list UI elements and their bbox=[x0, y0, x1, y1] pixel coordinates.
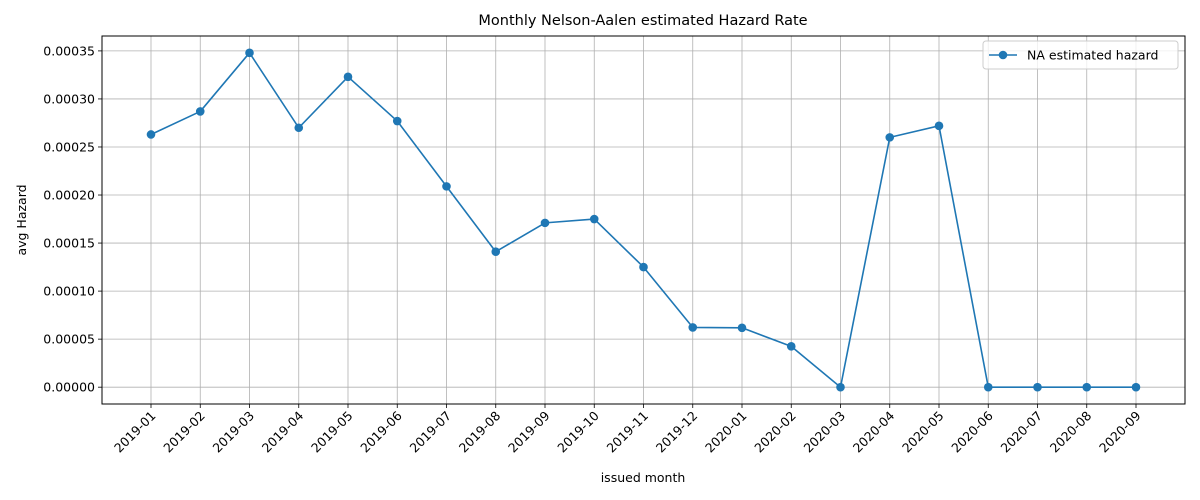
x-tick-label: 2019-02 bbox=[160, 408, 208, 456]
x-tick-label: 2019-05 bbox=[308, 408, 356, 456]
x-tick-label: 2020-06 bbox=[948, 408, 996, 456]
y-axis-label: avg Hazard bbox=[14, 184, 29, 255]
data-point bbox=[195, 107, 205, 116]
data-point bbox=[639, 262, 648, 272]
data-point bbox=[589, 214, 599, 224]
chart-title: Monthly Nelson-Aalen estimated Hazard Ra… bbox=[478, 13, 807, 29]
x-tick-label: 2019-10 bbox=[554, 408, 602, 456]
x-tick-label: 2019-11 bbox=[604, 408, 652, 456]
x-tick-label: 2019-01 bbox=[111, 408, 159, 456]
legend-marker-swatch bbox=[998, 50, 1008, 60]
data-point bbox=[983, 382, 993, 392]
legend-label: NA estimated hazard bbox=[1027, 48, 1158, 63]
plot-frame bbox=[101, 35, 1186, 405]
series-layer bbox=[146, 48, 1141, 392]
x-tick-label: 2019-07 bbox=[407, 408, 455, 456]
x-tick-label: 2020-01 bbox=[702, 408, 750, 456]
data-point bbox=[1033, 382, 1042, 392]
x-tick-label: 2019-03 bbox=[210, 408, 258, 456]
data-point bbox=[786, 342, 796, 351]
x-tick-label: 2020-04 bbox=[850, 408, 898, 456]
x-tick-label: 2020-05 bbox=[899, 408, 947, 456]
x-axis-label: issued month bbox=[601, 470, 686, 485]
data-point bbox=[491, 247, 501, 257]
x-tick-label: 2020-07 bbox=[998, 408, 1046, 456]
data-point bbox=[1082, 382, 1092, 392]
data-point bbox=[294, 123, 304, 133]
data-point bbox=[688, 323, 698, 332]
y-tick-label: 0.00025 bbox=[43, 139, 95, 154]
x-tick-label: 2020-03 bbox=[801, 408, 849, 456]
data-point bbox=[737, 323, 747, 333]
x-tick-label: 2019-12 bbox=[653, 408, 701, 456]
grid-lines bbox=[102, 36, 1185, 404]
data-point bbox=[934, 121, 944, 131]
y-tick-label: 0.00035 bbox=[43, 43, 95, 58]
x-axis-ticks: 2019-01 2019-02 2019-03 2019-04 2019-05 2019-… bbox=[111, 404, 1144, 456]
data-point bbox=[885, 133, 895, 142]
x-tick-label: 2020-02 bbox=[751, 408, 799, 456]
x-tick-label: 2019-08 bbox=[456, 408, 504, 456]
y-axis-ticks: 0.00000 0.00005 0.00010 0.00015 0.00020 0.000… bbox=[43, 43, 102, 395]
data-point bbox=[343, 72, 353, 82]
x-tick-label: 2019-06 bbox=[357, 408, 405, 456]
data-point bbox=[540, 218, 550, 228]
y-tick-label: 0.00020 bbox=[43, 188, 95, 203]
data-point bbox=[392, 116, 402, 126]
y-tick-label: 0.00000 bbox=[43, 380, 95, 395]
x-tick-label: 2019-04 bbox=[259, 408, 307, 456]
x-tick-label: 2020-09 bbox=[1096, 408, 1144, 456]
y-tick-label: 0.00010 bbox=[43, 284, 95, 299]
y-tick-label: 0.00015 bbox=[43, 236, 95, 251]
data-point bbox=[442, 182, 451, 191]
y-tick-label: 0.00030 bbox=[43, 91, 95, 106]
data-point bbox=[245, 48, 254, 58]
legend: NA estimated hazard bbox=[982, 40, 1179, 70]
data-point bbox=[146, 130, 156, 139]
data-point bbox=[836, 382, 845, 392]
x-tick-label: 2020-08 bbox=[1047, 408, 1095, 456]
y-tick-label: 0.00005 bbox=[43, 332, 95, 347]
data-point bbox=[1131, 382, 1141, 392]
legend-box bbox=[982, 40, 1179, 70]
x-tick-label: 2019-09 bbox=[505, 408, 553, 456]
